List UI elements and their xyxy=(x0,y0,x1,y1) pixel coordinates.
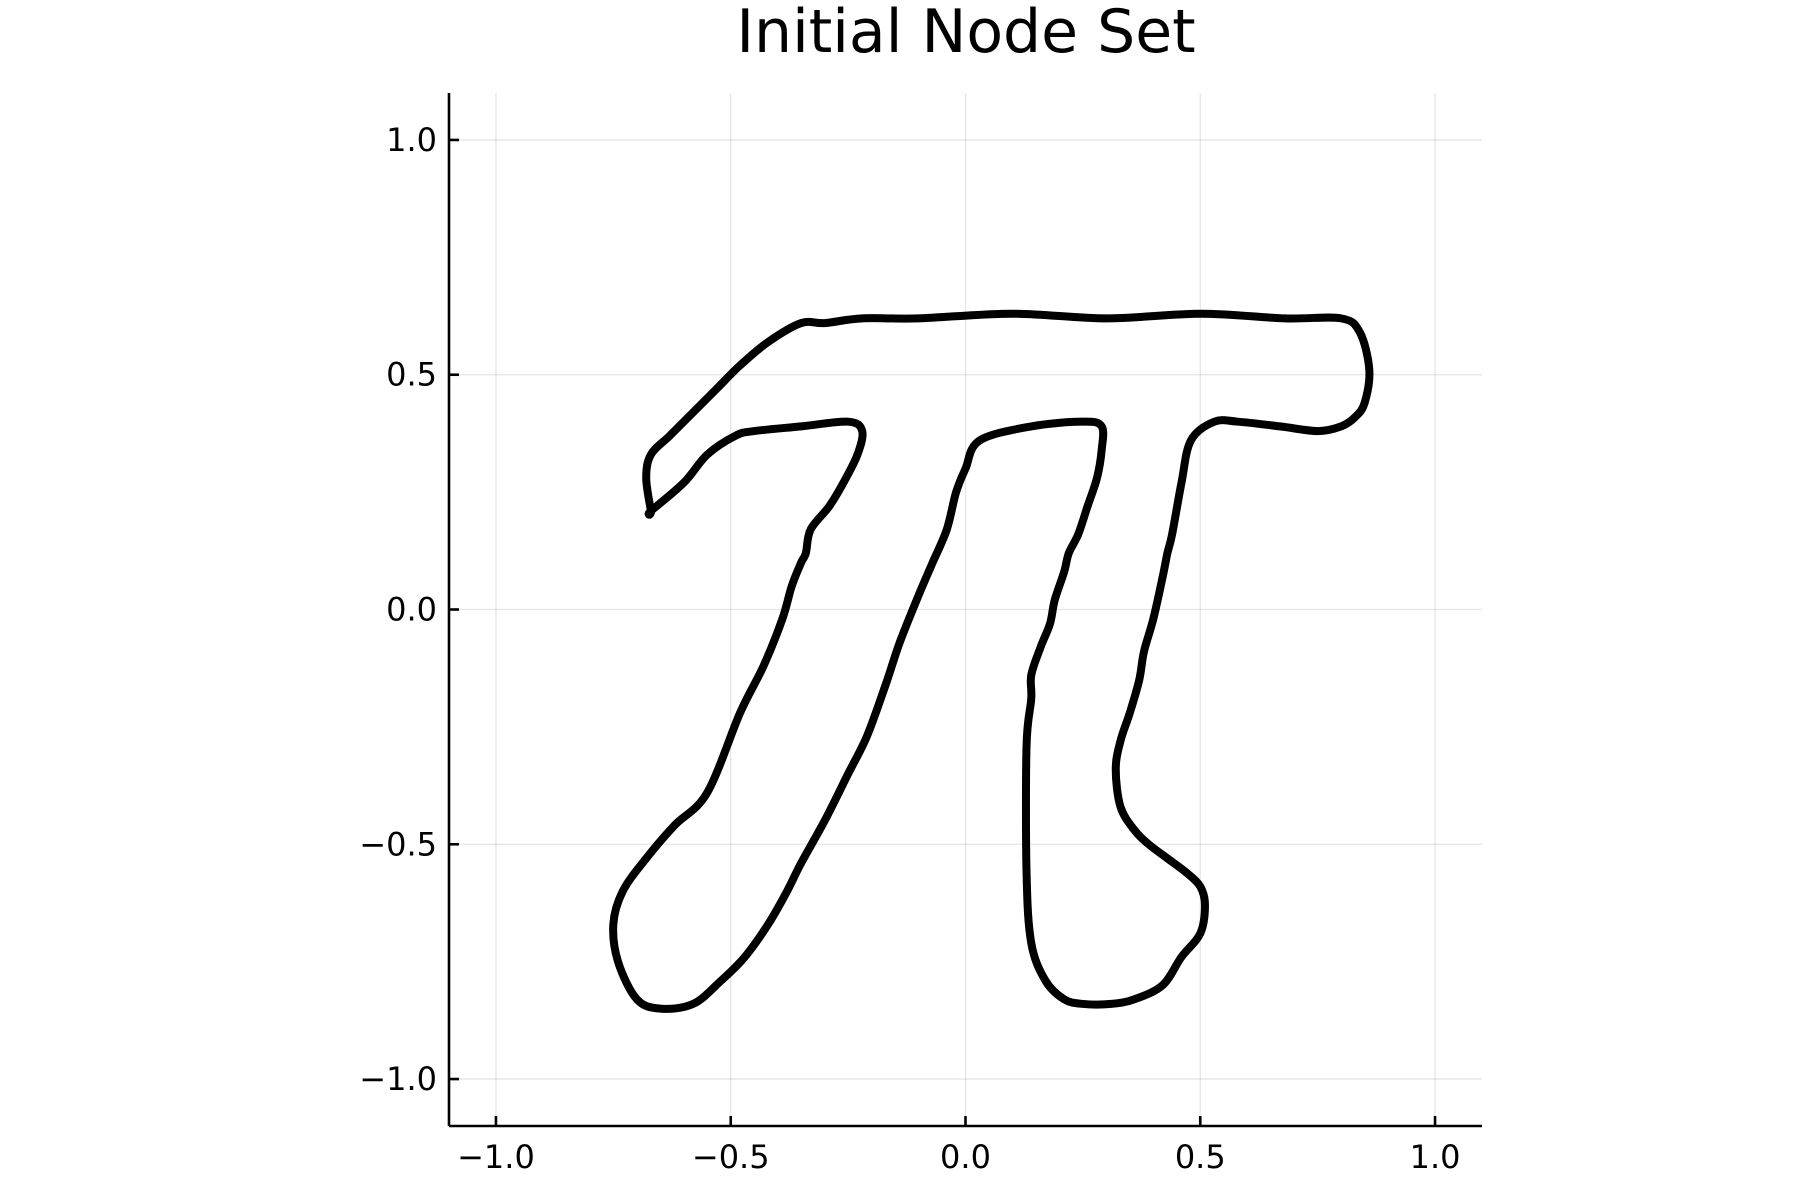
chart-title: Initial Node Set xyxy=(736,0,1195,67)
x-tick-label: 0.0 xyxy=(940,1138,991,1176)
x-tick-label: 1.0 xyxy=(1410,1138,1461,1176)
y-tick-label: −1.0 xyxy=(359,1060,437,1098)
series-line-0 xyxy=(609,309,1374,1013)
y-tick-label: 0.5 xyxy=(386,356,437,394)
series-group xyxy=(609,309,1374,1013)
x-tick-label: −0.5 xyxy=(692,1138,770,1176)
y-tick-label: 1.0 xyxy=(386,121,437,159)
x-tick-label: −1.0 xyxy=(457,1138,535,1176)
y-tick-label: −0.5 xyxy=(359,825,437,863)
ticks: −1.0 −0.5 0.0 0.5 1.0 −1.0 −0.5 0.0 0.5 1.0 xyxy=(359,121,1460,1176)
grid xyxy=(449,93,1482,1126)
y-tick-label: 0.0 xyxy=(386,591,437,629)
x-tick-label: 0.5 xyxy=(1175,1138,1226,1176)
